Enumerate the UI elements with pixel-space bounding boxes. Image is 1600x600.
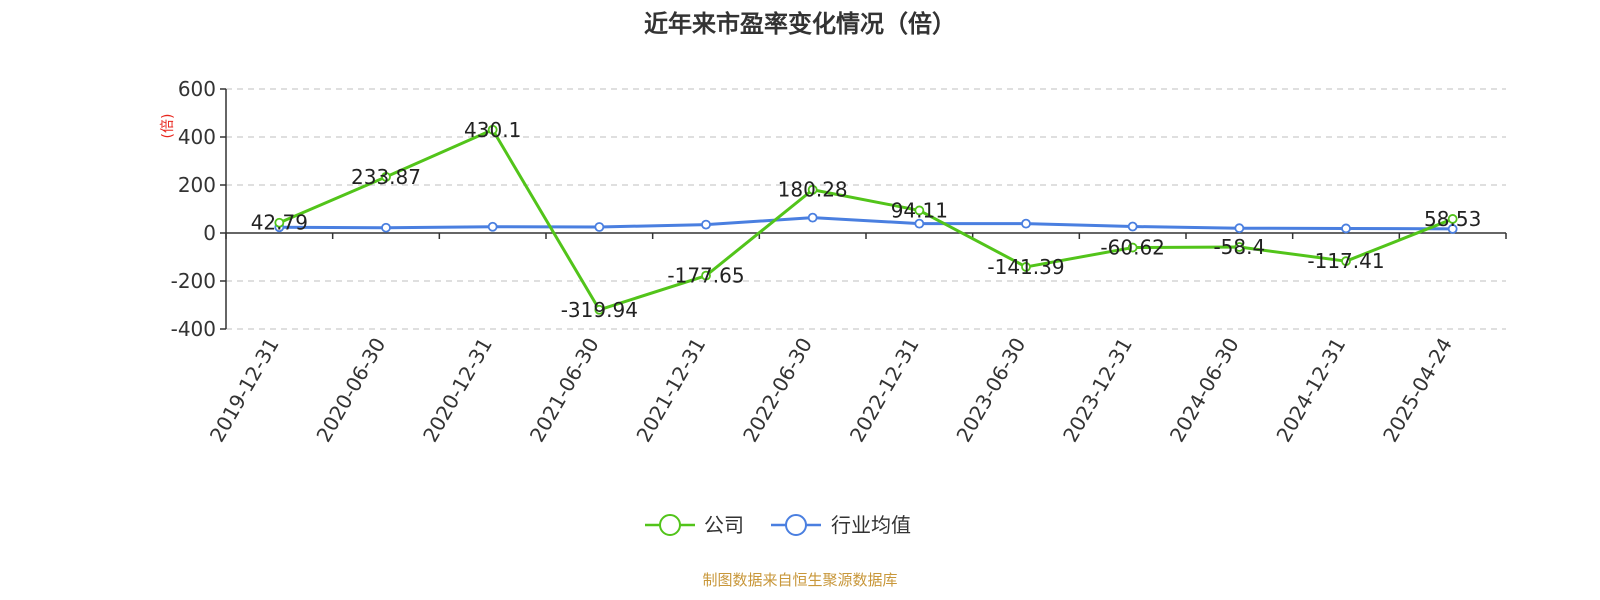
series-0-point (807, 184, 818, 195)
legend-label-0[interactable]: 公司 (704, 513, 744, 537)
series-line-1 (279, 216, 1453, 231)
data-label: 180.28 (778, 178, 848, 202)
series-0-point (1341, 256, 1351, 267)
series-1-point (1341, 223, 1351, 234)
data-label: -60.62 (1100, 236, 1164, 260)
x-tick-label: 2022-06-30 (738, 334, 817, 447)
y-tick-label: 400 (178, 125, 216, 149)
y-tick-label: 0 (203, 221, 216, 245)
series-0-point (487, 124, 498, 135)
series-1-point (1021, 218, 1031, 229)
x-tick-label: 2020-12-31 (418, 334, 497, 447)
chart-title: 近年来市盈率变化情况（倍） (644, 10, 956, 38)
series-0-point (1021, 262, 1031, 272)
grid-lines (226, 88, 1506, 330)
y-tick-label: 200 (178, 173, 216, 197)
data-label: -141.39 (987, 255, 1064, 279)
legend-marker-0 (659, 514, 681, 536)
series-0-point (274, 217, 285, 228)
series-line-0 (278, 128, 1454, 312)
series-0-point (1127, 242, 1138, 253)
series-0-point (1447, 214, 1458, 224)
series-0-point (914, 205, 925, 216)
data-label: 94.11 (891, 198, 948, 222)
series-1-point (914, 218, 925, 229)
x-tick-label: 2024-06-30 (1165, 334, 1244, 447)
x-tick-label: 2024-12-31 (1271, 334, 1350, 447)
data-label: -177.65 (667, 264, 744, 288)
x-tick-label: 2023-06-30 (951, 334, 1030, 447)
series-1-point (381, 222, 391, 233)
series-0-point (594, 304, 605, 315)
data-label: 233.87 (351, 165, 421, 189)
data-label: 430.1 (464, 118, 521, 142)
x-tick-label: 2020-06-30 (311, 334, 390, 447)
series-1-point (1447, 224, 1458, 234)
series-1-point (1127, 221, 1138, 232)
data-label: -117.41 (1307, 249, 1384, 273)
data-label: -319.94 (561, 298, 638, 322)
series-1-point (487, 221, 498, 232)
series-0-point (381, 171, 391, 182)
series-0-point (1234, 242, 1245, 252)
x-tick-label: 2023-12-31 (1058, 334, 1137, 447)
series-1-point (701, 219, 711, 230)
y-tick-label: 600 (178, 77, 216, 101)
y-axis-unit-label: (倍) (160, 114, 176, 139)
y-tick-label: -200 (171, 269, 216, 293)
series-0-point (701, 270, 711, 281)
x-tick-label: 2021-12-31 (631, 334, 710, 447)
legend: 公司 行业均值 (645, 513, 911, 537)
series-1-point (807, 212, 818, 223)
y-tick-label: -400 (171, 317, 216, 341)
data-label: 58.53 (1424, 207, 1481, 231)
x-tick-label: 2025-04-24 (1378, 334, 1457, 447)
data-labels: 42.79 233.87 430.1 -319.94 -177.65 180.28 94.1… (251, 118, 1482, 322)
source-note: 制图数据来自恒生聚源数据库 (702, 571, 897, 589)
legend-marker-1 (785, 514, 807, 536)
x-tick-label: 2021-06-30 (525, 334, 604, 447)
legend-label-1[interactable]: 行业均值 (831, 513, 911, 537)
x-tick-label: 2019-12-31 (205, 334, 284, 447)
series-layer (274, 124, 1458, 315)
x-tick-label: 2022-12-31 (845, 334, 924, 447)
data-label: 42.79 (251, 211, 308, 235)
series-1-point (1234, 223, 1245, 234)
data-label: -58.4 (1213, 235, 1265, 259)
series-1-point (594, 222, 605, 232)
